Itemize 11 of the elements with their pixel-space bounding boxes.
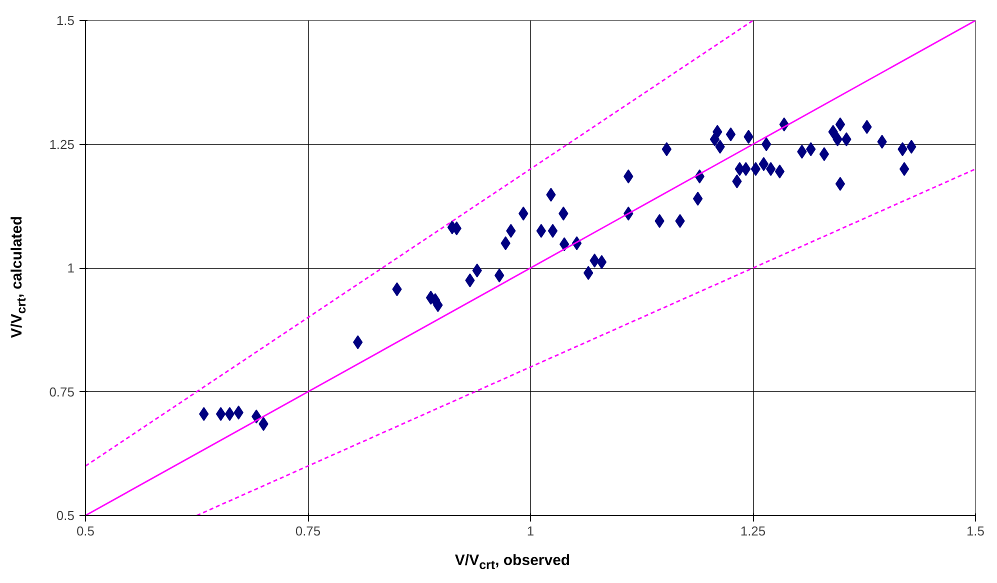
y-tick-label: 0.75 (49, 384, 75, 400)
y-tick-label: 1.5 (56, 13, 75, 28)
x-tick-label: 1.25 (740, 524, 766, 538)
x-tick-label: 1.5 (966, 524, 985, 538)
y-tick-label: 1 (67, 260, 75, 276)
y-tick-label: 0.5 (56, 508, 75, 523)
x-tick-label: 0.5 (76, 524, 95, 538)
y-tick-label: 1.25 (49, 136, 75, 152)
x-tick-label: 0.75 (295, 524, 321, 538)
x-axis-title: V/V$_{crt}$, observed (454, 551, 572, 574)
x-tick-label: 1 (526, 524, 534, 538)
